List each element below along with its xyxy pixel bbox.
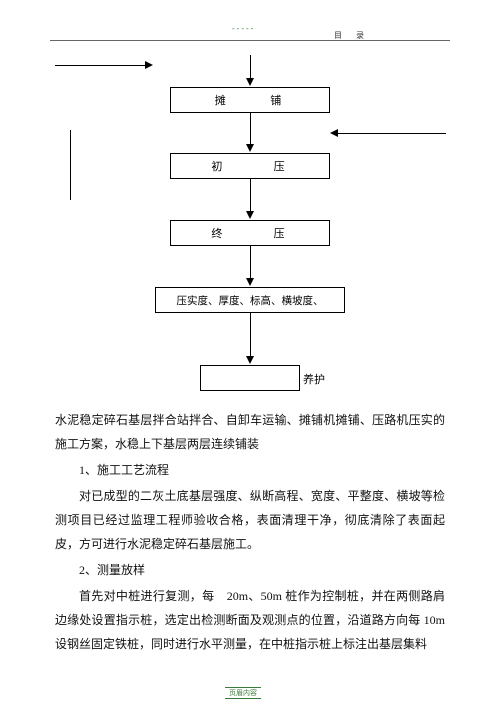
flow-box-spread-label: 摊 铺 [215,92,286,108]
arrow-v-1-head [246,144,254,152]
arrow-in-left-head [145,61,153,69]
arrow-v-0-head [246,78,254,86]
arrow-in-right [338,133,446,134]
heading-2: 2、测量放样 [55,558,445,582]
arrow-v-4-head [246,356,254,364]
header-dash: ----- [232,24,255,33]
arrow-v-1 [250,113,251,146]
arrow-v-2-head [246,211,254,219]
para-2: 对已成型的二灰土底基层强度、纵断高程、宽度、平整度、横坡等检测项目已经过监理工程… [55,484,445,556]
flow-box-initial-press: 初 压 [170,153,330,179]
flow-box-inspection: 压实度、厚度、标高、横坡度、 [155,287,345,313]
arrow-in-right-head [330,129,338,137]
para-3: 首先对中桩进行复测，每 20m、50m 桩作为控制桩，并在两侧路肩边缘处设置指示… [55,584,445,656]
flow-box-inspection-label: 压实度、厚度、标高、横坡度、 [177,293,324,308]
arrow-v-3 [250,246,251,280]
flow-box-final-press: 终 压 [170,220,330,246]
header-rule [50,40,450,41]
heading-1: 1、施工工艺流程 [55,458,445,482]
arrow-v-2 [250,179,251,213]
arrow-v-3-head [246,278,254,286]
para-intro: 水泥稳定碎石基层拌合站拌合、自卸车运输、摊铺机摊铺、压路机压实的施工方案，水稳上… [55,408,445,456]
flowchart: 摊 铺 初 压 终 压 压实度、厚度、标高、横坡度、 养护 [0,45,500,400]
flow-box-final-press-label: 终 压 [211,225,288,241]
flow-box-curing [200,365,300,391]
flow-box-initial-press-label: 初 压 [211,158,288,174]
arrow-v-0 [250,55,251,80]
footer-mark: 页眉内容 [225,687,261,699]
document-body: 水泥稳定碎石基层拌合站拌合、自卸车运输、摊铺机摊铺、压路机压实的施工方案，水稳上… [55,408,445,658]
arrow-v-4 [250,313,251,358]
flow-box-spread: 摊 铺 [170,87,330,113]
arrow-in-left [55,65,145,66]
flow-box-curing-label: 养护 [303,371,325,387]
side-mark-left [70,130,71,200]
